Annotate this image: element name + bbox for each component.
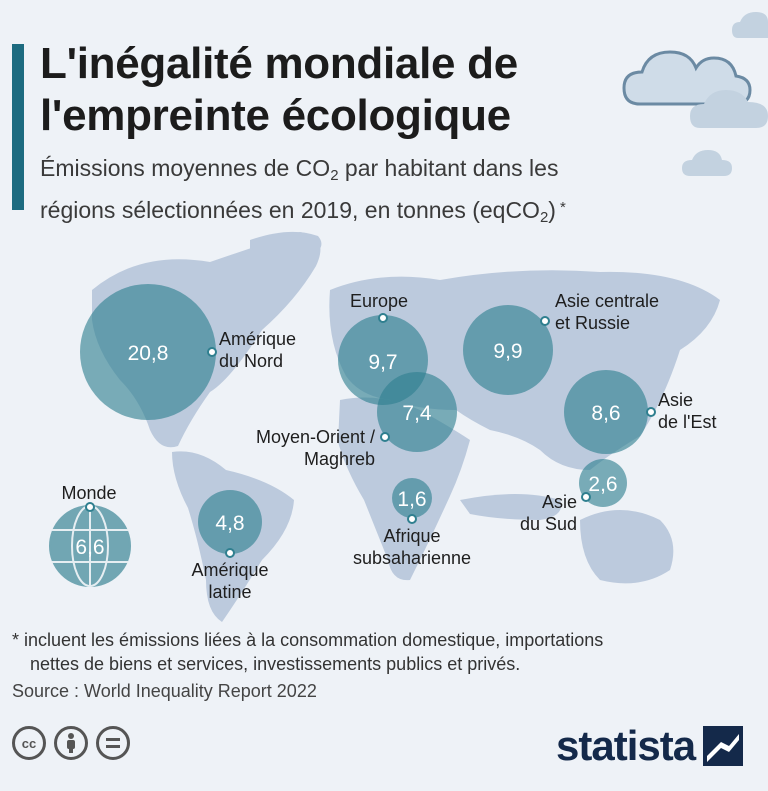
- statista-logo-mark-icon: [703, 726, 744, 766]
- value-latin-america: 4,8: [215, 512, 244, 535]
- world-globe-icon: [49, 505, 131, 587]
- license-icons: cc: [12, 726, 130, 760]
- label-line: Amérique: [191, 560, 268, 580]
- marker-world: [85, 502, 95, 512]
- subscript: 2: [330, 167, 339, 184]
- footnote: * incluent les émissions liées à la cons…: [12, 628, 752, 676]
- value-middle-east: 7,4: [402, 402, 432, 425]
- label-line: Maghreb: [304, 449, 375, 469]
- bubble-middle-east: [377, 372, 457, 452]
- subtitle-text: Émissions moyennes de CO: [40, 155, 331, 181]
- label-line: Asie centrale: [555, 291, 659, 311]
- value-europe: 9,7: [368, 351, 397, 374]
- footnote-line-1: * incluent les émissions liées à la cons…: [12, 630, 604, 650]
- label-middle-east: Moyen-Orient / Maghreb: [256, 427, 375, 469]
- page-title: L'inégalité mondiale de l'empreinte écol…: [40, 38, 640, 142]
- title-line-1: L'inégalité mondiale de: [40, 39, 518, 88]
- value-sub-saharan-africa: 1,6: [397, 488, 426, 511]
- brand-name: statista: [556, 722, 696, 769]
- label-line: Afrique: [383, 526, 440, 546]
- bubble-central-asia-russia: [463, 305, 553, 395]
- bubble-sub-saharan-africa: [392, 478, 432, 518]
- label-line: Asie: [542, 492, 577, 512]
- label-south-asia: Asie du Sud: [520, 492, 577, 534]
- subtitle-text: ): [548, 197, 556, 223]
- marker-sub-saharan-africa: [407, 514, 417, 524]
- label-line: du Nord: [219, 351, 283, 371]
- subtitle: Émissions moyennes de CO2 par habitant d…: [40, 152, 680, 234]
- label-europe: Europe: [350, 291, 408, 311]
- value-north-america: 20,8: [128, 342, 169, 365]
- bubble-north-america: [80, 284, 216, 420]
- label-line: Moyen-Orient /: [256, 427, 375, 447]
- marker-east-asia: [646, 407, 656, 417]
- label-latin-america: Amérique latine: [191, 560, 268, 602]
- value-world: 6,6: [75, 536, 104, 559]
- subtitle-text: régions sélectionnées en 2019, en tonnes…: [40, 197, 540, 223]
- label-line: Europe: [350, 291, 408, 311]
- accent-bar: [12, 44, 24, 210]
- label-line: latine: [208, 582, 251, 602]
- label-world: Monde: [61, 483, 116, 503]
- label-east-asia: Asie de l'Est: [658, 390, 716, 432]
- label-line: Monde: [61, 483, 116, 503]
- cc-icon: cc: [12, 726, 46, 760]
- marker-latin-america: [225, 548, 235, 558]
- footnote-line-2: nettes de biens et services, investissem…: [30, 654, 521, 674]
- label-line: subsaharienne: [353, 548, 471, 568]
- value-central-asia-russia: 9,9: [493, 340, 522, 363]
- nd-icon: [96, 726, 130, 760]
- label-line: de l'Est: [658, 412, 716, 432]
- bubble-latin-america: [198, 490, 262, 554]
- marker-europe: [378, 313, 388, 323]
- source: Source : World Inequality Report 2022: [12, 681, 317, 701]
- label-line: Amérique: [219, 329, 296, 349]
- label-line: et Russie: [555, 313, 630, 333]
- marker-north-america: [207, 347, 217, 357]
- marker-central-asia-russia: [540, 316, 550, 326]
- region-markers: [85, 313, 656, 558]
- label-sub-saharan-africa: Afrique subsaharienne: [353, 526, 471, 568]
- marker-middle-east: [380, 432, 390, 442]
- subtitle-line-1: Émissions moyennes de CO2 par habitant d…: [40, 152, 680, 192]
- value-south-asia: 2,6: [588, 473, 617, 496]
- value-east-asia: 8,6: [591, 402, 620, 425]
- subtitle-text: par habitant dans les: [338, 155, 559, 181]
- title-line-2: l'empreinte écologique: [40, 91, 511, 140]
- label-line: du Sud: [520, 514, 577, 534]
- bubble-south-asia: [579, 459, 627, 507]
- label-north-america: Amérique du Nord: [219, 329, 296, 371]
- subtitle-line-2: régions sélectionnées en 2019, en tonnes…: [40, 192, 680, 234]
- asterisk: *: [559, 199, 566, 216]
- label-central-asia-russia: Asie centrale et Russie: [555, 291, 659, 333]
- person-icon: [67, 733, 75, 753]
- subscript: 2: [539, 209, 549, 226]
- statista-logo: statista: [556, 722, 744, 770]
- cloud-icon: [622, 12, 768, 176]
- bubble-east-asia: [564, 370, 648, 454]
- equals-icon: [106, 738, 120, 748]
- by-icon: [54, 726, 88, 760]
- region-bubbles: [80, 284, 648, 554]
- marker-south-asia: [581, 492, 591, 502]
- label-line: Asie: [658, 390, 693, 410]
- cc-icon-text: cc: [21, 735, 37, 751]
